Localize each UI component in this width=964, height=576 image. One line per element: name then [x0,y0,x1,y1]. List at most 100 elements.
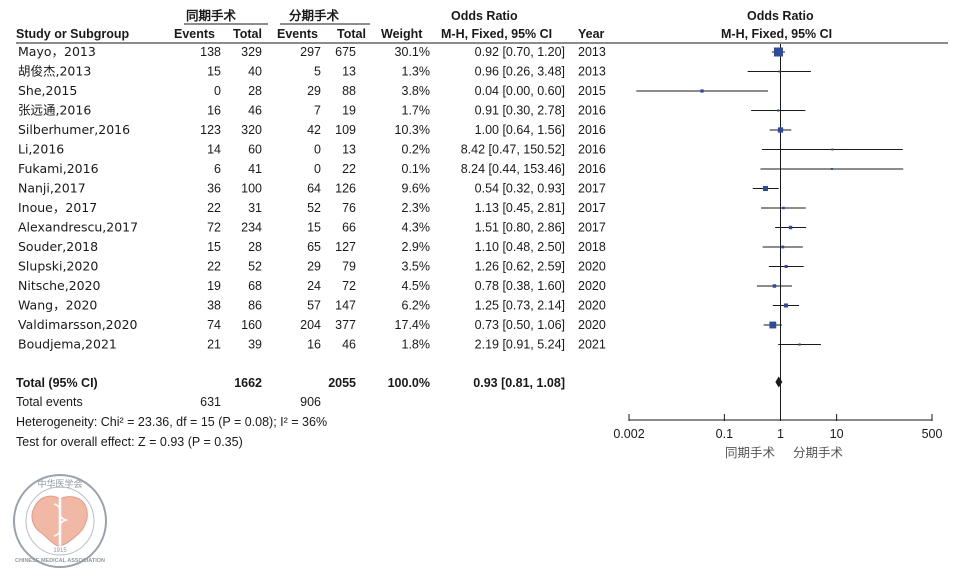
plot-method-header: M-H, Fixed, 95% CI [721,27,832,41]
study-events2: 29 [307,84,321,98]
study-name: Inoue，2017 [18,200,97,215]
study-point [777,109,780,112]
study-weight: 9.6% [402,182,431,196]
year-column-header: Year [578,27,605,41]
study-total2: 109 [335,123,356,137]
study-weight: 6.2% [402,299,431,313]
total1-column-header: Total [233,27,262,41]
study-events2: 0 [314,143,321,157]
study-total2: 76 [342,201,356,215]
study-weight: 4.3% [402,221,431,235]
method-column-header: M-H, Fixed, 95% CI [441,27,552,41]
study-total1: 40 [248,65,262,79]
study-events2: 0 [314,162,321,176]
study-year: 2020 [578,260,606,274]
study-name: 胡俊杰,2013 [18,64,91,79]
study-total2: 13 [342,65,356,79]
study-rows: Mayo，2013 138 329 297 675 30.1% 0.92 [0.70, 1.… [18,44,606,352]
study-name: Valdimarsson,2020 [18,317,138,332]
study-total2: 377 [335,318,356,332]
chinese-medical-association-logo: 中华医学会 CHINESE MEDICAL ASSOCIATION 1915 [13,474,107,568]
study-events1: 36 [207,182,221,196]
study-total1: 329 [241,45,262,59]
study-year: 2017 [578,201,606,215]
study-point [781,245,785,249]
study-ci: 0.91 [0.30, 2.78] [475,104,565,118]
study-point [783,303,788,308]
study-weight: 4.5% [402,279,431,293]
study-total1: 28 [248,84,262,98]
study-total1: 68 [248,279,262,293]
study-name: Li,2016 [18,142,64,157]
study-ci: 0.92 [0.70, 1.20] [475,45,565,59]
study-ci: 0.96 [0.26, 3.48] [475,65,565,79]
study-events1: 138 [200,45,221,59]
study-ci: 1.00 [0.64, 1.56] [475,123,565,137]
study-point [700,89,704,93]
study-total2: 88 [342,84,356,98]
study-total2: 79 [342,260,356,274]
study-point [798,343,801,346]
study-events1: 15 [207,65,221,79]
study-total1: 28 [248,240,262,254]
study-events1: 21 [207,338,221,352]
study-point [773,47,783,57]
study-events2: 7 [314,104,321,118]
study-ci: 8.42 [0.47, 150.52] [461,143,565,157]
study-ci: 0.73 [0.50, 1.06] [475,318,565,332]
study-point [778,70,781,73]
study-point [831,148,834,151]
total-events-label: Total events [16,395,83,409]
study-weight: 1.3% [402,65,431,79]
group2-header: 分期手术 [289,8,340,23]
study-events1: 123 [200,123,221,137]
study-ci: 0.04 [0.00, 0.60] [475,84,565,98]
study-year: 2013 [578,45,606,59]
study-total2: 46 [342,338,356,352]
plot-area: 0.002 0.1 1 10 500 [613,44,942,441]
study-name: She,2015 [18,83,77,98]
study-total1: 31 [248,201,262,215]
study-year: 2021 [578,338,606,352]
study-weight: 1.8% [402,338,431,352]
study-events1: 74 [207,318,221,332]
study-total1: 39 [248,338,262,352]
study-ci: 1.10 [0.48, 2.50] [475,240,565,254]
total-label: Total (95% CI) [16,376,98,390]
study-total1: 100 [241,182,262,196]
heterogeneity-text: Heterogeneity: Chi² = 23.36, df = 15 (P … [16,415,327,429]
total-ci: 0.93 [0.81, 1.08] [473,376,565,390]
study-weight: 0.2% [402,143,431,157]
study-point [788,225,793,230]
study-name: Wang，2020 [18,298,97,313]
study-year: 2016 [578,123,606,137]
study-events1: 14 [207,143,221,157]
study-name: Nitsche,2020 [18,278,101,293]
study-point [782,206,785,210]
study-weight: 1.7% [402,104,431,118]
study-weight: 30.1% [395,45,430,59]
study-total2: 19 [342,104,356,118]
study-events2: 64 [307,182,321,196]
study-name: Souder,2018 [18,239,98,254]
x-tick-label: 0.002 [613,427,644,441]
study-events2: 204 [300,318,321,332]
study-weight: 2.9% [402,240,431,254]
study-year: 2013 [578,65,606,79]
total-events-e2: 906 [300,395,321,409]
x-tick-label: 500 [922,427,943,441]
logo-year-text: 1915 [53,548,67,554]
study-ci: 1.51 [0.80, 2.86] [475,221,565,235]
study-events1: 15 [207,240,221,254]
study-total1: 41 [248,162,262,176]
study-ci: 1.13 [0.45, 2.81] [475,201,565,215]
logo-top-text: 中华医学会 [37,478,82,490]
plot-title: Odds Ratio [747,9,814,23]
study-year: 2016 [578,162,606,176]
x-tick-label: 1 [777,427,784,441]
study-point [830,168,833,170]
total2-column-header: Total [337,27,366,41]
study-name: Boudjema,2021 [18,337,117,352]
study-events2: 65 [307,240,321,254]
study-weight: 3.8% [402,84,431,98]
